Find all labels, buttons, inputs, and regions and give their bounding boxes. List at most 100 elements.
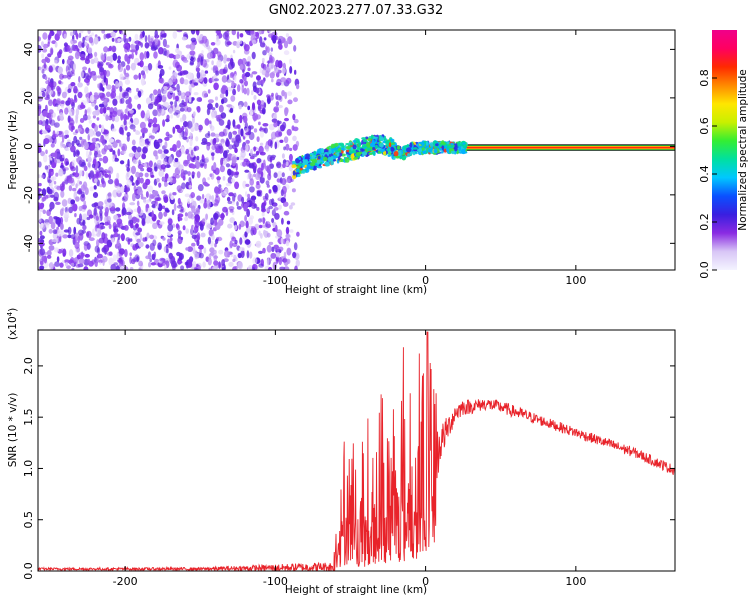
noise-speckle bbox=[182, 114, 187, 122]
noise-speckle bbox=[183, 101, 187, 107]
signal-speckle bbox=[292, 170, 296, 176]
noise-speckle bbox=[175, 223, 180, 229]
noise-speckle bbox=[261, 57, 265, 62]
noise-speckle bbox=[233, 224, 238, 231]
noise-speckle bbox=[73, 85, 78, 94]
noise-speckle bbox=[176, 64, 183, 72]
noise-speckle bbox=[94, 261, 98, 268]
noise-speckle bbox=[187, 246, 194, 253]
noise-speckle bbox=[182, 70, 189, 75]
noise-speckle bbox=[207, 99, 214, 104]
noise-speckle bbox=[279, 139, 284, 143]
noise-speckle bbox=[48, 169, 54, 177]
noise-speckle bbox=[128, 96, 131, 105]
noise-speckle bbox=[126, 180, 133, 187]
noise-speckle bbox=[135, 223, 139, 229]
noise-speckle bbox=[64, 129, 69, 135]
noise-speckle bbox=[109, 111, 113, 119]
signal-speckle bbox=[435, 143, 439, 147]
noise-speckle bbox=[200, 232, 206, 238]
noise-speckle bbox=[101, 30, 106, 34]
signal-speckle bbox=[372, 150, 376, 156]
noise-speckle bbox=[132, 159, 138, 165]
noise-speckle bbox=[96, 154, 102, 158]
noise-speckle bbox=[126, 104, 132, 109]
noise-speckle bbox=[89, 170, 95, 179]
noise-speckle bbox=[163, 82, 170, 87]
noise-speckle bbox=[273, 172, 278, 179]
noise-speckle bbox=[63, 46, 68, 53]
noise-speckle bbox=[284, 117, 289, 122]
noise-speckle bbox=[70, 262, 75, 267]
signal-speckle bbox=[320, 148, 325, 153]
noise-speckle bbox=[232, 49, 236, 54]
signal-speckle bbox=[355, 151, 362, 156]
noise-speckle bbox=[63, 42, 68, 47]
noise-speckle bbox=[39, 66, 43, 71]
noise-speckle bbox=[195, 67, 201, 72]
noise-speckle bbox=[169, 87, 174, 93]
noise-speckle bbox=[139, 233, 143, 241]
noise-speckle bbox=[38, 210, 42, 219]
noise-speckle bbox=[118, 140, 122, 147]
noise-speckle bbox=[154, 96, 160, 105]
noise-speckle bbox=[88, 214, 94, 219]
noise-speckle bbox=[281, 178, 287, 186]
noise-speckle bbox=[255, 31, 260, 40]
y-tick-label: -40 bbox=[22, 234, 35, 252]
noise-speckle bbox=[215, 148, 221, 154]
noise-speckle bbox=[236, 124, 241, 129]
noise-speckle bbox=[167, 238, 170, 245]
colorbar-gradient bbox=[712, 30, 737, 270]
signal-speckle bbox=[422, 150, 425, 155]
signal-speckle bbox=[426, 141, 429, 146]
noise-speckle bbox=[52, 229, 58, 235]
noise-speckle bbox=[283, 50, 290, 56]
noise-speckle bbox=[190, 149, 194, 156]
noise-speckle bbox=[244, 215, 248, 222]
noise-speckle bbox=[196, 155, 200, 161]
noise-speckle bbox=[221, 158, 228, 165]
noise-speckle bbox=[79, 118, 85, 123]
noise-speckle bbox=[160, 152, 164, 160]
noise-speckle bbox=[256, 136, 260, 143]
noise-speckle bbox=[116, 186, 122, 194]
noise-speckle bbox=[220, 112, 227, 119]
noise-speckle bbox=[198, 124, 203, 131]
spectrogram-signal bbox=[291, 134, 675, 180]
noise-speckle bbox=[94, 51, 98, 58]
noise-speckle bbox=[167, 223, 174, 232]
snr-x-axis-label: Height of straight line (km) bbox=[285, 584, 427, 596]
noise-speckle bbox=[166, 49, 170, 58]
noise-speckle bbox=[275, 101, 280, 107]
noise-speckle bbox=[194, 214, 200, 223]
noise-speckle bbox=[145, 255, 151, 260]
noise-speckle bbox=[250, 90, 254, 96]
noise-speckle bbox=[257, 167, 263, 175]
noise-speckle bbox=[243, 87, 247, 95]
noise-speckle bbox=[139, 60, 144, 68]
noise-speckle bbox=[123, 113, 128, 121]
noise-speckle bbox=[219, 93, 225, 99]
noise-speckle bbox=[99, 183, 103, 188]
noise-speckle bbox=[41, 58, 47, 64]
noise-speckle bbox=[89, 53, 94, 59]
noise-speckle bbox=[187, 171, 191, 176]
noise-speckle bbox=[124, 79, 131, 85]
noise-speckle bbox=[237, 252, 242, 259]
noise-speckle bbox=[164, 141, 168, 149]
noise-speckle bbox=[120, 38, 124, 42]
signal-speckle bbox=[390, 147, 395, 152]
noise-speckle bbox=[85, 171, 89, 179]
signal-speckle bbox=[319, 161, 323, 164]
noise-speckle bbox=[191, 205, 196, 214]
noise-speckle bbox=[157, 149, 163, 155]
noise-speckle bbox=[104, 221, 109, 226]
noise-speckle bbox=[163, 181, 168, 187]
noise-speckle bbox=[148, 137, 152, 142]
noise-speckle bbox=[150, 46, 157, 51]
noise-speckle bbox=[151, 210, 154, 218]
signal-speckle bbox=[367, 147, 371, 152]
spectrogram-y-ticks: -40 -20 0 20 40 bbox=[22, 42, 675, 252]
